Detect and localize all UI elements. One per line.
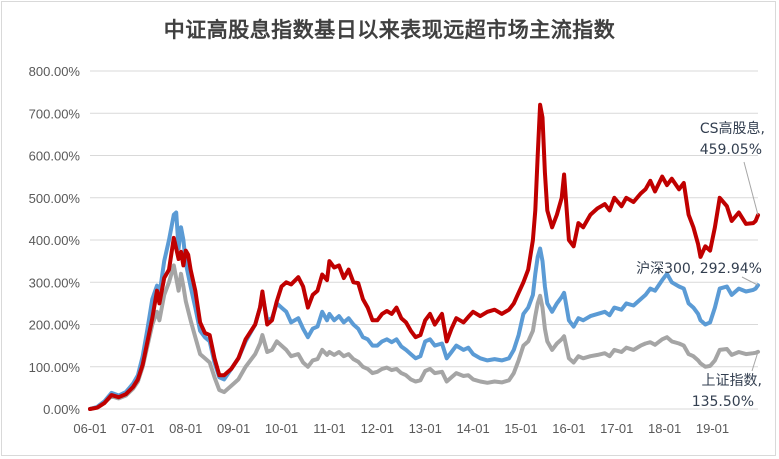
annotation-sse-value: 135.50% <box>692 394 754 410</box>
x-tick-label: 08-01 <box>169 421 202 436</box>
x-tick-label: 19-01 <box>696 421 729 436</box>
y-tick-label: 300.00% <box>29 275 81 290</box>
annotation-cs-value: 459.05% <box>700 142 762 158</box>
y-tick-label: 100.00% <box>29 360 81 375</box>
x-tick-label: 16-01 <box>552 421 585 436</box>
annotation-leaders <box>741 161 759 372</box>
y-tick-label: 500.00% <box>29 191 81 206</box>
x-tick-label: 18-01 <box>648 421 681 436</box>
annotation-cs-name: CS高股息, <box>700 120 765 137</box>
leader-line <box>741 276 759 286</box>
annotation-hs300: 沪深300, 292.94% <box>636 261 762 277</box>
series-line-cs_high_div <box>88 102 760 411</box>
y-tick-label: 600.00% <box>29 149 81 164</box>
series-line-sse <box>88 263 760 411</box>
leader-line <box>751 351 759 372</box>
y-tick-label: 200.00% <box>29 318 81 333</box>
series-lines <box>88 102 760 411</box>
x-tick-label: 13-01 <box>409 421 442 436</box>
y-tick-label: 400.00% <box>29 233 81 248</box>
y-tick-label: 0.00% <box>43 402 80 417</box>
y-tick-label: 800.00% <box>29 64 81 79</box>
x-tick-label: 14-01 <box>456 421 489 436</box>
x-axis-ticks: 06-01 07-01 08-01 09-01 10-01 11-01 12-01 13-01… <box>73 421 729 436</box>
x-tick-label: 12-01 <box>361 421 394 436</box>
y-tick-label: 700.00% <box>29 106 81 121</box>
x-tick-label: 07-01 <box>121 421 154 436</box>
x-tick-label: 15-01 <box>504 421 537 436</box>
series-line-hs300 <box>88 210 760 411</box>
annotation-sse-name: 上证指数, <box>702 373 762 389</box>
x-tick-label: 10-01 <box>265 421 298 436</box>
chart-title: 中证高股息指数基日以来表现远超市场主流指数 <box>163 18 616 42</box>
x-tick-label: 17-01 <box>600 421 633 436</box>
y-axis-ticks: 0.00% 100.00% 200.00% 300.00% 400.00% 500.00%… <box>29 64 81 417</box>
x-tick-label: 09-01 <box>217 421 250 436</box>
leader-line <box>743 161 759 216</box>
x-tick-label: 06-01 <box>73 421 106 436</box>
x-tick-label: 11-01 <box>313 421 345 436</box>
